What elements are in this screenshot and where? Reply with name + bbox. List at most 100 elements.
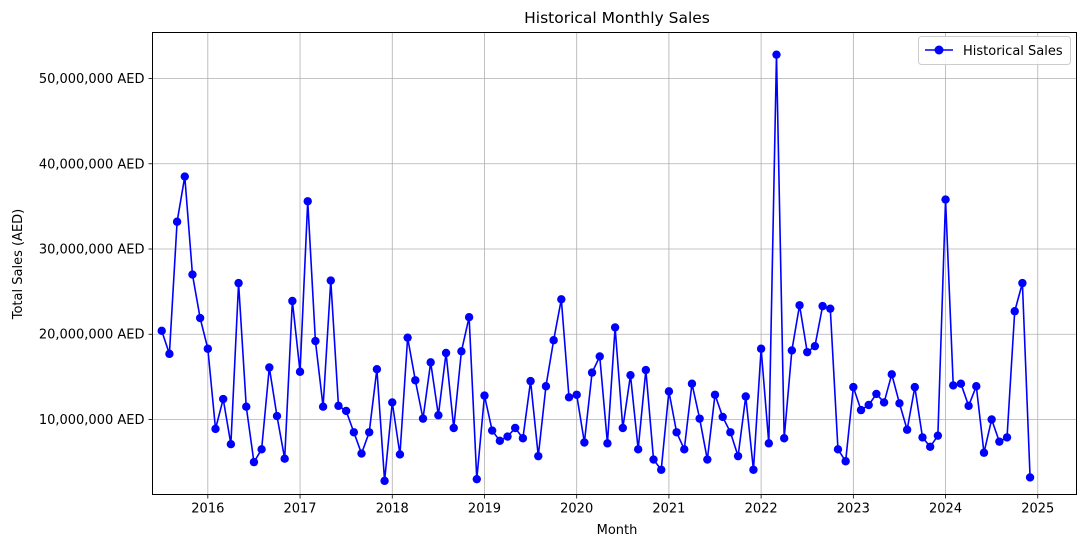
data-point <box>272 411 282 421</box>
data-point <box>618 423 627 433</box>
data-point <box>741 392 750 401</box>
data-point <box>718 412 727 422</box>
x-tick-label: 2016 <box>191 502 224 517</box>
y-tick-label: 20,000,000 AED <box>39 328 145 343</box>
data-point <box>826 304 835 313</box>
data-point <box>295 367 305 376</box>
data-point <box>564 393 574 402</box>
data-point <box>511 423 520 433</box>
data-point <box>772 50 781 59</box>
data-point <box>257 445 266 454</box>
data-point <box>756 344 766 353</box>
data-point <box>165 349 174 359</box>
data-point <box>1010 307 1019 316</box>
data-point <box>395 450 405 459</box>
data-point <box>964 401 973 411</box>
y-tick-label: 30,000,000 AED <box>39 243 145 258</box>
data-point <box>334 401 343 411</box>
data-point <box>418 414 428 423</box>
data-point <box>925 442 935 451</box>
data-point <box>464 313 474 322</box>
data-point <box>972 382 981 391</box>
data-point <box>303 197 312 206</box>
data-point <box>242 402 251 411</box>
data-point <box>341 406 351 416</box>
data-point <box>219 394 228 404</box>
data-point <box>265 363 274 372</box>
data-point <box>557 295 566 304</box>
data-point <box>995 437 1004 446</box>
y-tick-label: 40,000,000 AED <box>39 157 145 172</box>
data-point <box>787 346 797 355</box>
data-point <box>172 217 182 226</box>
data-point <box>710 390 720 399</box>
data-point <box>987 415 996 424</box>
data-point <box>587 368 597 377</box>
data-point <box>211 424 220 434</box>
data-point <box>833 445 843 454</box>
data-point <box>226 440 236 449</box>
data-point <box>480 391 489 400</box>
data-point <box>779 434 789 443</box>
y-tick-label: 50,000,000 AED <box>39 72 145 87</box>
data-point <box>856 405 866 415</box>
x-axis-label: Month <box>597 523 638 538</box>
data-point <box>764 439 774 448</box>
series-historical-sales <box>157 50 1035 486</box>
legend-box <box>918 36 1071 65</box>
data-point <box>626 370 635 380</box>
data-point <box>180 172 189 181</box>
data-point <box>318 402 328 411</box>
data-point <box>918 433 927 442</box>
data-point <box>441 348 451 358</box>
data-point <box>403 333 412 342</box>
data-point <box>687 379 697 388</box>
data-point <box>695 414 704 423</box>
data-point <box>157 326 166 336</box>
data-point <box>503 432 512 441</box>
x-tick-label: 2023 <box>837 502 870 517</box>
chart-title: Historical Monthly Sales <box>524 9 710 27</box>
y-tick-label: 10,000,000 AED <box>39 413 145 428</box>
data-point <box>388 398 397 407</box>
data-point <box>879 398 889 407</box>
data-point <box>803 347 812 357</box>
data-point <box>895 399 904 408</box>
legend-marker-swatch <box>934 45 944 55</box>
data-point <box>457 347 466 356</box>
data-point <box>411 376 420 385</box>
x-tick-label: 2022 <box>745 502 778 517</box>
data-point <box>549 336 558 345</box>
data-point <box>249 457 259 467</box>
data-point <box>380 476 389 486</box>
data-point <box>1018 278 1027 288</box>
legend-label: Historical Sales <box>963 44 1063 59</box>
plot-frame <box>152 32 1077 495</box>
x-tick-label: 2019 <box>468 502 501 517</box>
data-point <box>810 341 820 351</box>
data-point <box>733 451 743 461</box>
data-point <box>610 323 620 332</box>
data-point <box>188 270 197 279</box>
x-tick-label: 2020 <box>560 502 593 517</box>
data-point <box>956 379 966 388</box>
data-point <box>887 370 896 379</box>
data-point <box>572 390 581 399</box>
data-point <box>357 449 366 458</box>
data-point <box>1002 433 1012 442</box>
data-point <box>949 381 958 390</box>
y-axis: 10,000,000 AED 20,000,000 AED 30,000,000 A… <box>39 72 153 428</box>
data-point <box>280 454 289 463</box>
data-point <box>749 465 758 474</box>
data-point <box>372 365 382 374</box>
x-tick-label: 2021 <box>652 502 685 517</box>
data-point <box>203 344 213 353</box>
x-axis: 2016 2017 2018 2019 2020 2021 2022 2023 2024 2025 <box>191 494 1054 517</box>
data-point <box>633 445 643 454</box>
data-point <box>365 428 374 437</box>
data-point <box>495 436 505 445</box>
data-point <box>941 195 950 204</box>
data-point <box>979 448 989 457</box>
legend: Historical Sales <box>918 36 1071 65</box>
